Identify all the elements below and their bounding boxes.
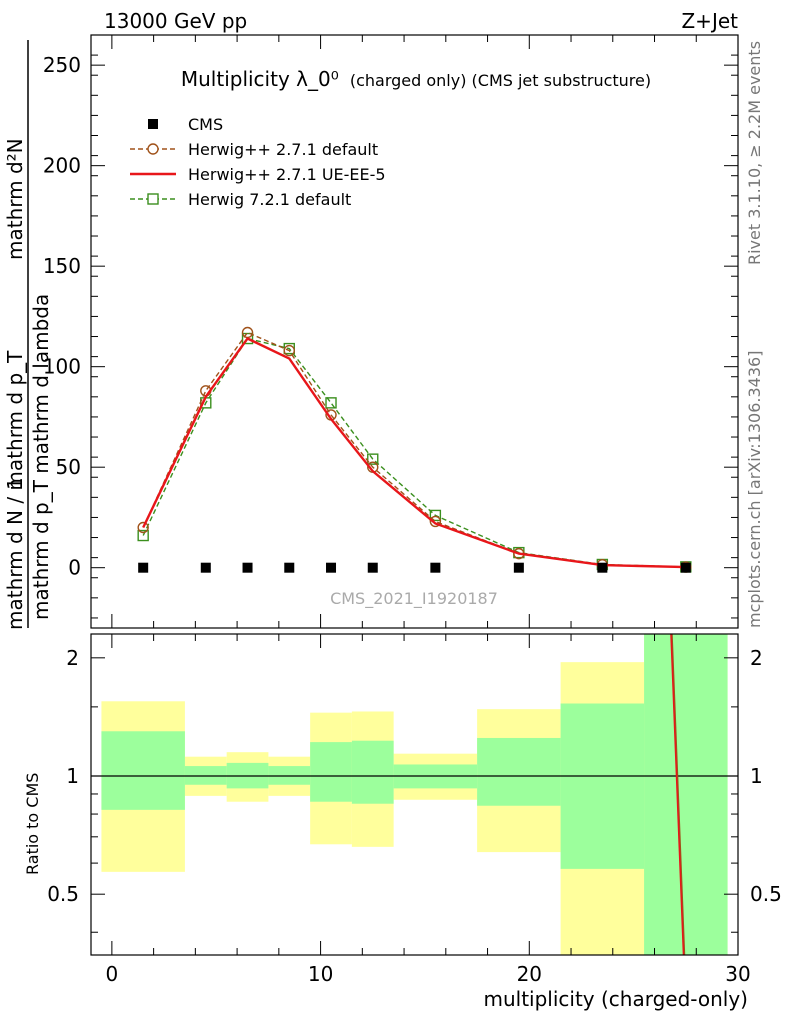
legend-cms-marker [148,119,158,129]
herwig72-point [325,397,337,409]
cms-point [367,562,378,573]
legend-cms-label: CMS [188,115,223,134]
cms-point [430,562,441,573]
series-herwig72-line [142,337,686,568]
ratio-ytick-label: 2 [66,646,79,670]
ratio-ytick-label: 1 [66,764,79,788]
herwig72-point [367,453,379,465]
main-ytick-label: 50 [56,455,81,479]
ratio-model-line-2 [671,633,686,956]
main-axes-frame [90,34,739,629]
ratio-band-inner [351,740,394,804]
ratio-ytick-label-right: 1 [750,764,763,788]
ratio-band-inner [644,634,728,955]
main-ytick-label: 250 [43,53,81,77]
ratio-band-inner [101,731,185,810]
ratio-ytick-label: 0.5 [47,882,79,906]
herwig-default-point [429,515,442,528]
legend-herwig-default-label: Herwig++ 2.7.1 default [188,140,378,159]
herwig-default-point [241,326,254,339]
cms-point [242,562,253,573]
mcplots-label: mcplots.cern.ch [arXiv:1306.3436] [745,351,764,628]
legend-herwig72-marker [147,193,159,205]
cms-point [138,562,149,573]
main-ytick-label: 0 [68,556,81,580]
main-ylabel: mathrm d N / mathrm d p_T 1 mathrm d p_T… [3,40,53,630]
chart-title-suffix: (charged only) (CMS jet substructure) [350,71,651,90]
cms-point [326,562,337,573]
main-ytick-label: 100 [43,355,81,379]
legend-herwig-default-marker [147,143,159,155]
header-right: Z+Jet [681,9,738,33]
main-ytick-label: 150 [43,254,81,278]
ratio-xtick-label: 20 [517,962,542,986]
ratio-xtick-label: 10 [308,962,333,986]
ratio-band-inner [560,703,645,869]
series-herwig-ueee5-line [142,336,686,569]
main-ylabel-num: 1 [3,477,27,490]
header-left: 13000 GeV pp [104,9,247,33]
cms-point [680,562,691,573]
ratio-ytick-label-right: 2 [750,646,763,670]
ratio-panel: 0.5 0.51 12 20 10 20 30 [47,633,782,986]
herwig-default-point [137,521,149,534]
main-ytick-label: 200 [43,154,81,178]
analysis-watermark: CMS_2021_I1920187 [330,589,498,609]
main-ylabel-top: mathrm d²N [3,138,27,260]
herwig72-point [137,529,149,542]
ratio-xtick-label: 30 [725,962,750,986]
legend-herwig-ueee5-label: Herwig++ 2.7.1 UE-EE-5 [188,165,386,184]
main-ylabel-bottom: mathrm d p_T mathrm d lambda [29,294,53,620]
ratio-ytick-label-right: 0.5 [750,882,782,906]
cms-point [513,562,524,573]
chart-title-main: Multiplicity λ_0⁰ [181,67,339,91]
main-panel: 0 50 100 150 200 250 [43,34,739,629]
series-herwig-default-line [142,331,686,568]
ratio-axes-frame [90,633,739,956]
ratio-xlabel: multiplicity (charged-only) [483,987,748,1011]
ratio-model-line [670,633,685,956]
cms-point [284,562,295,573]
cms-point [597,562,608,573]
legend: CMS Herwig++ 2.7.1 default Herwig++ 2.7.1 … [130,115,386,209]
rivet-label: Rivet 3.1.10, ≥ 2.2M events [745,41,764,265]
chart-title: Multiplicity λ_0⁰ (charged only) (CMS je… [181,67,651,91]
herwig72-point [241,332,254,345]
cms-point [200,562,211,573]
herwig72-point [429,509,442,522]
ratio-xtick-label: 0 [106,962,119,986]
legend-herwig72-label: Herwig 7.2.1 default [188,190,351,209]
herwig-default-point [283,344,295,357]
ratio-band-inner [310,742,352,802]
ratio-ylabel: Ratio to CMS [23,773,42,875]
ratio-band-inner [477,737,561,806]
main-ylabel-den: mathrm d N / mathrm d p_T [3,350,27,630]
